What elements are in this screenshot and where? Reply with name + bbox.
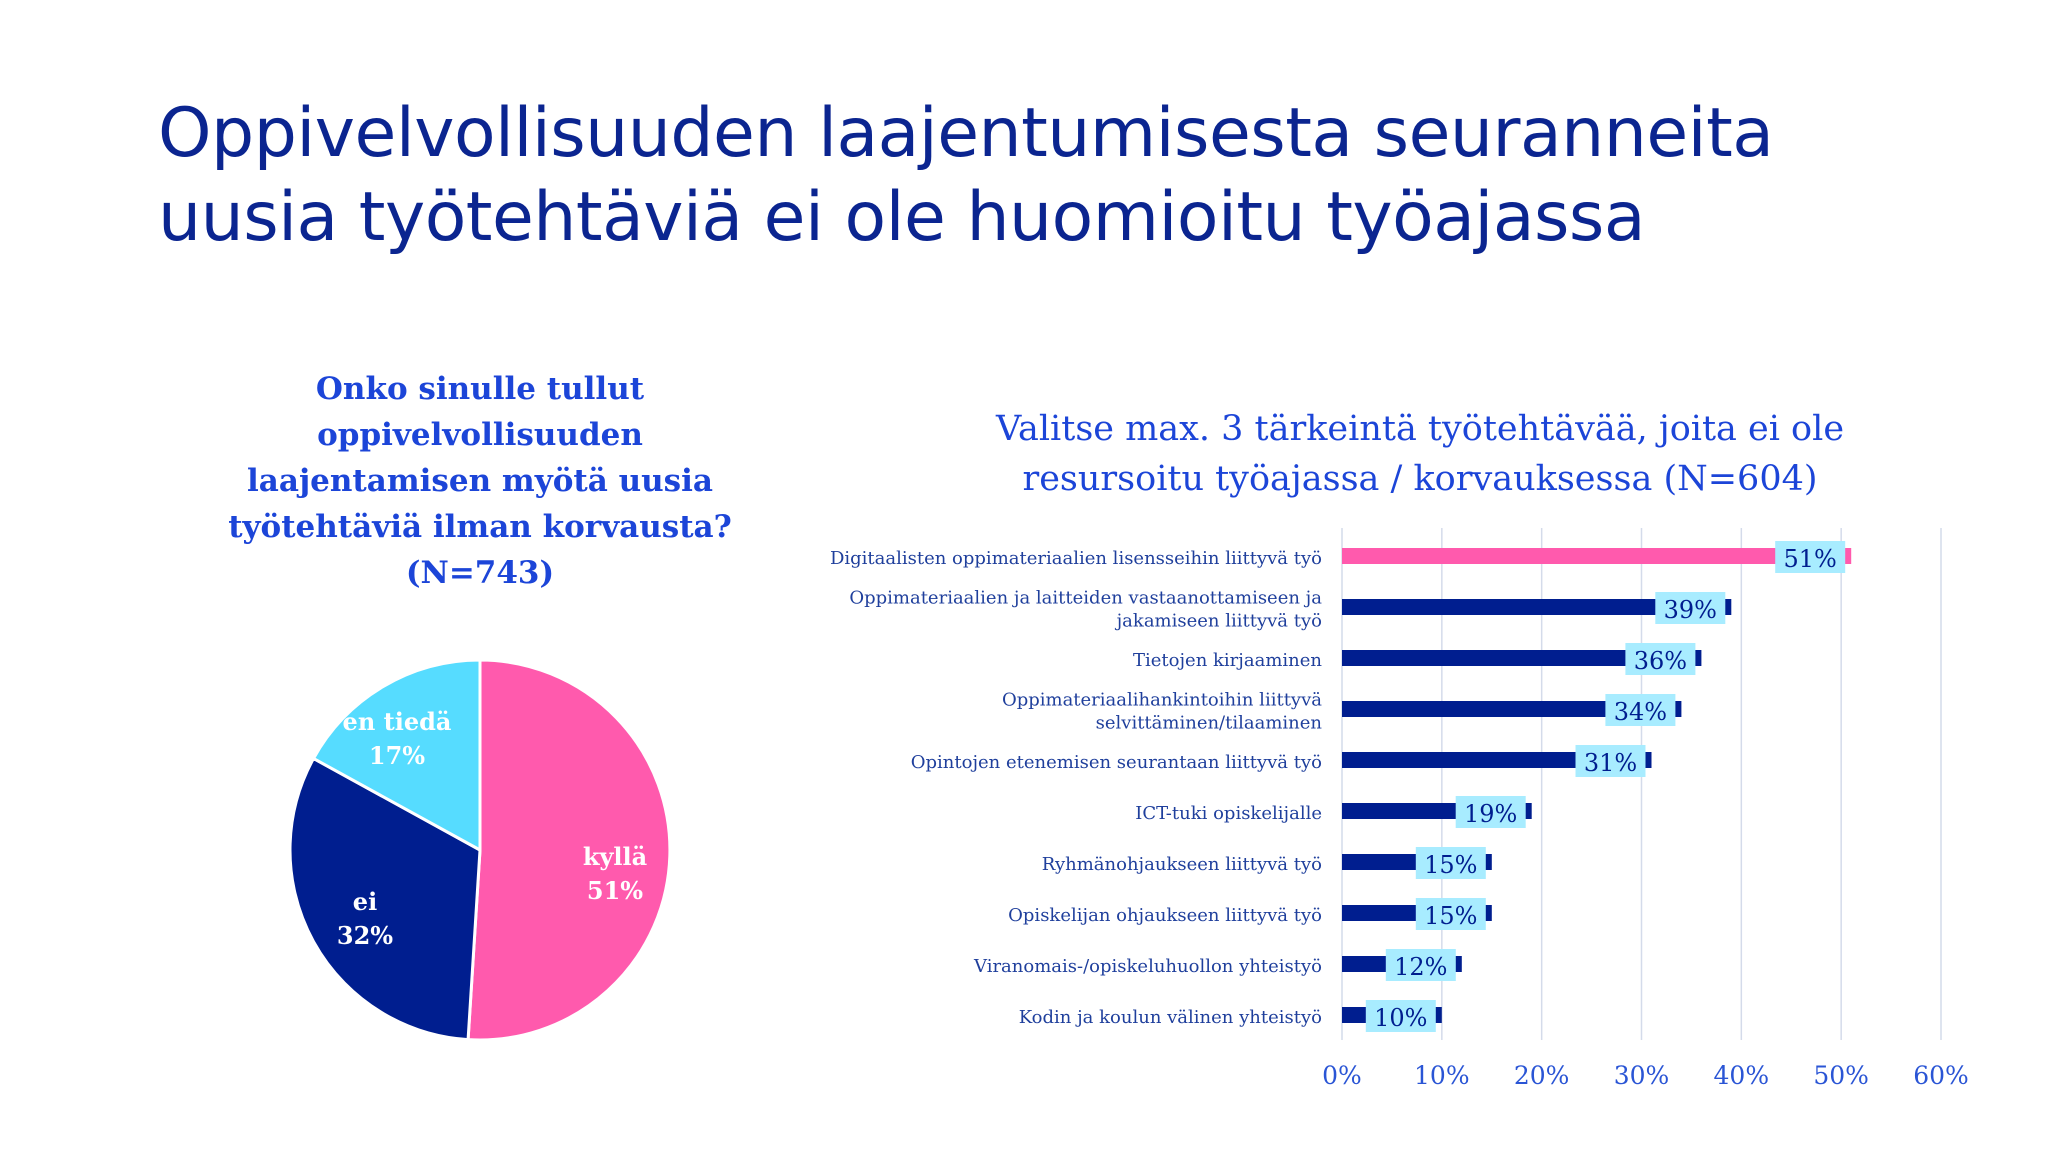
value-label: 12%	[1394, 953, 1447, 981]
value-label-box	[1605, 694, 1676, 726]
pie-question: Onko sinulle tullut oppivelvollisuuden l…	[160, 366, 800, 596]
x-tick-label: 40%	[1714, 1061, 1770, 1090]
value-label-box	[1365, 1000, 1436, 1032]
pie-question-line: työtehtäviä ilman korvausta?	[228, 509, 732, 545]
category-label: selvittäminen/tilaaminen	[1096, 713, 1323, 734]
bar-question-line: resursoitu työajassa / korvauksessa (N=6…	[1022, 459, 1818, 499]
value-label-box	[1575, 745, 1646, 777]
bar	[1342, 599, 1732, 615]
category-label: Ryhmänohjaukseen liittyvä työ	[1042, 854, 1322, 875]
value-label: 15%	[1424, 851, 1477, 879]
category-label: jakamiseen liittyvä työ	[1115, 611, 1322, 632]
x-tick-label: 10%	[1414, 1061, 1470, 1090]
category-label: Tietojen kirjaaminen	[1133, 650, 1322, 671]
value-label: 36%	[1634, 647, 1687, 675]
category-label: Oppimateriaalihankintoihin liittyvä	[1002, 690, 1322, 711]
bar	[1342, 701, 1682, 717]
pie-slice-label: en tiedä	[343, 707, 452, 736]
value-label-box	[1415, 898, 1486, 930]
value-label: 39%	[1664, 596, 1717, 624]
slide-title-line: uusia työtehtäviä ei ole huomioitu työaj…	[158, 178, 1646, 257]
value-label-box	[1775, 541, 1846, 573]
value-label: 31%	[1584, 749, 1637, 777]
value-label: 51%	[1784, 545, 1837, 573]
value-label-box	[1385, 949, 1456, 981]
pie-question-line: Onko sinulle tullut	[315, 371, 645, 407]
pie-slice	[466, 658, 672, 1042]
pie-slice-label: ei	[353, 887, 377, 916]
pie-question-line: oppivelvollisuuden	[317, 417, 643, 453]
category-label: Opiskelijan ohjaukseen liittyvä työ	[1008, 905, 1322, 926]
value-label: 10%	[1374, 1004, 1427, 1032]
pie-slice	[312, 658, 482, 852]
bar	[1342, 650, 1702, 666]
pie-question-line: (N=743)	[405, 555, 555, 591]
pie-slice-value: 32%	[337, 921, 393, 950]
x-tick-label: 0%	[1322, 1061, 1362, 1090]
category-label: Digitaalisten oppimateriaalien lisenssei…	[830, 548, 1322, 569]
bar-question: Valitse max. 3 tärkeintä työtehtävää, jo…	[880, 404, 1960, 504]
category-label: ICT-tuki opiskelijalle	[1135, 803, 1322, 824]
x-tick-label: 50%	[1813, 1061, 1869, 1090]
value-label: 19%	[1464, 800, 1517, 828]
x-tick-label: 20%	[1514, 1061, 1570, 1090]
value-label-box	[1625, 643, 1696, 675]
category-label: Kodin ja koulun välinen yhteistyö	[1019, 1007, 1322, 1028]
bar-question-line: Valitse max. 3 tärkeintä työtehtävää, jo…	[995, 409, 1845, 449]
pie-slice-value: 17%	[369, 741, 425, 770]
bar	[1342, 548, 1852, 564]
category-label: Oppimateriaalien ja laitteiden vastaanot…	[849, 588, 1322, 609]
x-tick-label: 60%	[1913, 1061, 1969, 1090]
slide-title-line: Oppivelvollisuuden laajentumisesta seura…	[158, 94, 1774, 173]
slide-title: Oppivelvollisuuden laajentumisesta seura…	[158, 92, 1998, 260]
bar	[1342, 752, 1652, 768]
x-tick-label: 30%	[1614, 1061, 1670, 1090]
pie-slice-label: kyllä	[583, 842, 647, 871]
value-label-box	[1415, 847, 1486, 879]
pie-question-line: laajentamisen myötä uusia	[247, 463, 713, 499]
value-label: 15%	[1424, 902, 1477, 930]
pie-slice	[288, 756, 482, 1042]
pie-slice-value: 51%	[587, 876, 643, 905]
value-label-box	[1455, 796, 1526, 828]
pie-chart: kyllä 51% ei 32% en tiedä 17%	[288, 658, 672, 1042]
value-label-box	[1655, 592, 1726, 624]
category-label: Opintojen etenemisen seurantaan liittyvä…	[911, 752, 1322, 773]
value-label: 34%	[1614, 698, 1667, 726]
category-label: Viranomais-/opiskeluhuollon yhteistyö	[973, 956, 1322, 977]
